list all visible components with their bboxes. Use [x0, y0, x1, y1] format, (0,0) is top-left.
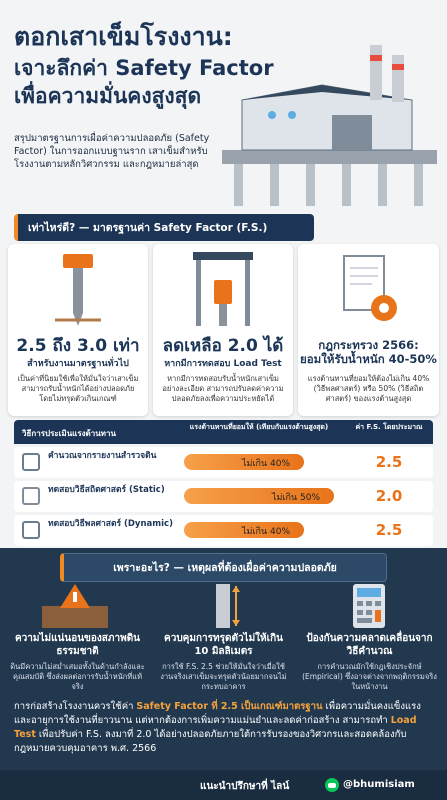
pile-icon — [55, 254, 101, 326]
fs-value: 2.5 — [375, 453, 403, 471]
table-row: คำนวณจากรายงานสำรวจดินไม่เกิน 40% 2.5 — [14, 447, 433, 478]
headline: กฎกระทรวง 2566: — [318, 338, 419, 352]
method: คำนวณจากรายงานสำรวจดิน — [48, 451, 157, 461]
chimney — [370, 45, 382, 100]
headline: ลดเหลือ 2.0 ได้ — [162, 336, 284, 356]
column-header: แรงต้านทานที่ยอมให้ (เทียบกับแรงต้านสูงส… — [189, 423, 329, 431]
table-row: ทดสอบวิธีสถิตศาสตร์ (Static) ไม่เกิน 50% 2… — [14, 481, 433, 512]
reason-title: ป้องกันความคลาดเคลื่อนจากวิธีคำนวณ — [306, 633, 433, 657]
allowable-bar — [184, 488, 334, 504]
row-icon — [22, 487, 40, 505]
chimney — [392, 55, 404, 102]
card-body: หากมีการทดสอบรับน้ำหนักเสาเข็มอย่างละเอี… — [162, 374, 284, 403]
subhead: ยอมให้รับน้ำหนัก 40-50% — [300, 352, 437, 366]
headline: 2.5 ถึง 3.0 เท่า — [16, 336, 140, 356]
method: ทดสอบวิธีพลศาสตร์ (Dynamic) — [48, 519, 173, 529]
stripe — [370, 55, 382, 61]
roof — [242, 85, 412, 100]
piles — [234, 164, 423, 206]
stripe — [392, 64, 404, 70]
fs-value: 2.5 — [375, 521, 403, 539]
standard-card: ลดเหลือ 2.0 ได้ หากมีการทดสอบ Load Test … — [153, 244, 293, 416]
column-header: ค่า F.S. โดยประมาณ — [355, 423, 423, 431]
reason-card: ควบคุมการทรุดตัวไม่ให้เกิน 10 มิลลิเมตร … — [156, 632, 291, 692]
subhead: สำหรับงานมาตรฐานทั่วไป — [27, 359, 129, 369]
regulation-icon — [343, 255, 397, 321]
reason-title: ควบคุมการทรุดตัวไม่ให้เกิน 10 มิลลิเมตร — [164, 633, 283, 657]
reason-card: ป้องกันความคลาดเคลื่อนจากวิธีคำนวณ การคำ… — [302, 632, 437, 692]
column-header: วิธีการประเมินแรงต้านทาน — [22, 429, 116, 438]
table-header: วิธีการประเมินแรงต้านทาน แรงต้านทานที่ยอ… — [14, 420, 433, 444]
fs-value: 2.0 — [375, 487, 403, 505]
reason-body: การใช้ F.S. 2.5 ช่วยให้มั่นใจว่าเมื่อใช้… — [160, 662, 287, 691]
card-body: เป็นค่าที่นิยมใช้เพื่อให้มั่นใจว่าเสาเข็… — [17, 374, 139, 403]
factory-illustration — [222, 45, 437, 206]
soil-icon — [42, 584, 108, 628]
summary: การก่อสร้างโรงงานควรใช้ค่า Safety Factor… — [14, 700, 433, 756]
summary-text: เพื่อปรับค่า F.S. ลงมาที่ 2.0 ได้อย่างปล… — [14, 729, 407, 754]
title-line: ตอกเสาเข็มโรงงาน: — [14, 22, 233, 51]
summary-highlight: Load Test — [14, 715, 417, 740]
section-heading: เท่าไหร่ดี? — มาตรฐานค่า Safety Factor (… — [14, 214, 314, 241]
allowable-bar — [184, 522, 304, 538]
footer-handle: @bhumisiam — [343, 779, 415, 790]
reason-body: การคำนวณมักใช้กฎเชิงประจักษ์ (Empirical)… — [302, 662, 437, 691]
title-block: ตอกเสาเข็มโรงงาน: เจาะลึกค่า Safety Fact… — [14, 20, 274, 110]
allowable-label: ไม่เกิน 50% — [272, 493, 321, 503]
card-body: แรงต้านทานที่ยอมให้ต้องไม่เกิน 40% (วิธี… — [307, 374, 430, 403]
settlement-icon — [216, 584, 240, 628]
footer-text: แนะนำปรึกษาที่ ไลน์ — [200, 781, 290, 792]
building — [241, 84, 413, 151]
window — [288, 111, 296, 119]
allowable-bar — [184, 454, 304, 470]
row-icon — [22, 521, 40, 539]
standard-card: 2.5 ถึง 3.0 เท่า สำหรับงานมาตรฐานทั่วไป … — [8, 244, 148, 416]
summary-highlight: Safety Factor ที่ 2.5 เป็นเกณฑ์มาตรฐาน — [136, 701, 323, 712]
calculator-icon — [353, 584, 385, 628]
standard-card: กฎกระทรวง 2566: ยอมให้รับน้ำหนัก 40-50% … — [298, 244, 439, 416]
platform — [222, 150, 437, 164]
window — [268, 111, 276, 119]
reason-body: ดินมีความไม่สม่ำเสมอทั้งในด้านกำลังและคุ… — [10, 662, 145, 691]
reason-card: ความไม่แน่นอนของสภาพดินธรรมชาติ ดินมีควา… — [10, 632, 145, 692]
method: ทดสอบวิธีสถิตศาสตร์ (Static) — [48, 485, 165, 495]
row-icon — [22, 453, 40, 471]
load-test-icon — [193, 252, 253, 326]
summary-text: การก่อสร้างโรงงานควรใช้ค่า — [14, 701, 137, 712]
title-line: เพื่อความมั่นคงสูงสุด — [14, 84, 202, 108]
footer: แนะนำปรึกษาที่ ไลน์ @bhumisiam — [0, 770, 447, 800]
summary-text: เพื่อความมั่นคงแข็งแรงและอายุการใช้งานที… — [14, 701, 421, 726]
title-line: เจาะลึกค่า Safety Factor — [14, 56, 274, 80]
description: สรุปมาตรฐานการเผื่อค่าความปลอดภัย (Safet… — [14, 133, 210, 170]
allowable-label: ไม่เกิน 40% — [242, 459, 291, 469]
door — [332, 115, 372, 150]
line-icon — [325, 778, 339, 792]
section-heading: เพราะอะไร? — เหตุผลที่ต้องเผื่อค่าความปล… — [60, 553, 387, 582]
table-row: ทดสอบวิธีพลศาสตร์ (Dynamic) ไม่เกิน 40% 2.… — [14, 515, 433, 546]
reason-title: ความไม่แน่นอนของสภาพดินธรรมชาติ — [14, 633, 141, 657]
subhead: หากมีการทดสอบ Load Test — [164, 359, 282, 369]
allowable-label: ไม่เกิน 40% — [242, 527, 291, 537]
